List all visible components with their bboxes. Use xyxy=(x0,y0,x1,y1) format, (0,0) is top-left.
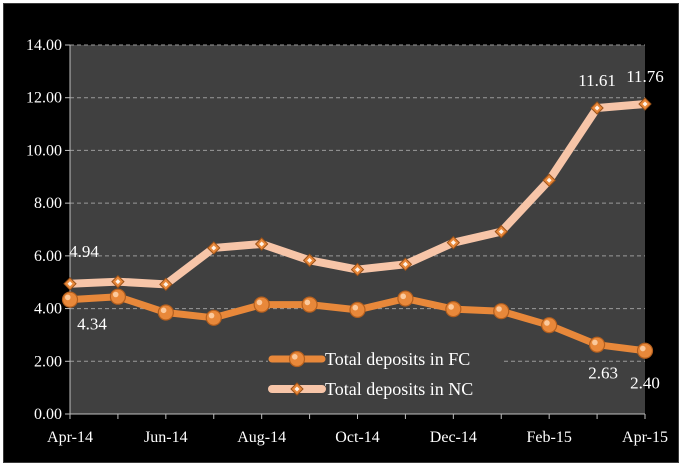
series-layer xyxy=(61,97,654,359)
gridlines xyxy=(70,44,645,362)
point-highlight xyxy=(352,304,359,311)
point xyxy=(301,296,318,313)
point xyxy=(445,300,462,318)
point-highlight xyxy=(307,257,313,263)
point xyxy=(253,296,270,313)
point xyxy=(349,301,366,318)
y-tick-label: 12.00 xyxy=(26,90,62,107)
y-tick-label: 4.00 xyxy=(34,301,62,318)
point xyxy=(61,291,79,308)
y-axis-ticks: 0.00 2.00 4.00 6.00 8.00 10.00 12.00 14.00 xyxy=(26,37,70,423)
series-nc xyxy=(63,97,652,292)
point xyxy=(109,288,127,305)
x-tick-label: Apr-15 xyxy=(622,429,668,446)
data-label: 2.63 xyxy=(588,364,618,383)
point xyxy=(588,336,606,353)
point-highlight xyxy=(65,294,71,301)
legend-label-fc: Total deposits in FC xyxy=(325,349,470,369)
point-highlight xyxy=(400,293,407,300)
y-tick-label: 14.00 xyxy=(26,37,62,54)
point-highlight xyxy=(294,386,300,392)
x-tick-label: Oct-14 xyxy=(335,429,379,446)
point-highlight xyxy=(546,177,552,183)
point-highlight xyxy=(448,304,454,310)
point-highlight xyxy=(115,279,121,285)
point-highlight xyxy=(498,229,504,235)
point-highlight xyxy=(592,339,598,346)
x-tick-label: Aug-14 xyxy=(237,429,286,446)
data-labels: 4.34 2.63 2.40 4.94 11.61 11.76 xyxy=(69,67,664,393)
point xyxy=(205,309,222,326)
legend-item-fc: Total deposits in FC xyxy=(268,349,470,369)
point-highlight xyxy=(450,240,456,246)
point-highlight xyxy=(402,261,408,267)
point xyxy=(157,304,174,321)
point-highlight xyxy=(292,354,298,360)
x-tick-label: Dec-14 xyxy=(430,429,477,446)
data-label: 11.61 xyxy=(578,71,616,90)
y-tick-label: 8.00 xyxy=(34,195,62,212)
point-highlight xyxy=(208,312,215,319)
point-highlight xyxy=(642,101,648,107)
point-highlight xyxy=(640,345,646,352)
y-tick-label: 0.00 xyxy=(34,406,62,423)
point xyxy=(397,290,414,307)
point xyxy=(493,303,510,320)
point xyxy=(541,317,558,334)
data-label: 2.40 xyxy=(630,374,660,393)
y-tick-label: 2.00 xyxy=(34,353,62,370)
point-highlight xyxy=(112,291,119,298)
point-highlight xyxy=(544,320,550,326)
point xyxy=(636,342,654,359)
legend-item-nc: Total deposits in NC xyxy=(268,379,473,399)
point-highlight xyxy=(355,267,360,273)
point-highlight xyxy=(259,241,265,247)
point-highlight xyxy=(594,105,600,111)
series-fc xyxy=(61,288,654,359)
x-tick-label: Apr-14 xyxy=(47,429,93,446)
point-highlight xyxy=(304,299,311,306)
point-highlight xyxy=(163,281,169,287)
data-label: 4.34 xyxy=(77,315,107,334)
y-tick-label: 6.00 xyxy=(34,248,62,265)
point-highlight xyxy=(160,307,167,314)
x-tick-label: Jun-14 xyxy=(144,429,188,446)
x-tick-label: Feb-15 xyxy=(527,429,572,446)
point-highlight xyxy=(67,281,73,287)
legend: Total deposits in FC Total deposits in N… xyxy=(268,344,502,402)
point xyxy=(288,350,306,368)
data-label: 11.76 xyxy=(626,67,664,86)
y-tick-label: 10.00 xyxy=(26,142,62,159)
point-highlight xyxy=(211,245,217,251)
point-highlight xyxy=(496,306,502,312)
point-highlight xyxy=(256,299,263,306)
x-axis-ticks: Apr-14 Jun-14 Aug-14 Oct-14 Dec-14 Feb-15 Apr-… xyxy=(47,414,668,446)
data-label: 4.94 xyxy=(69,242,99,261)
legend-label-nc: Total deposits in NC xyxy=(325,379,473,399)
